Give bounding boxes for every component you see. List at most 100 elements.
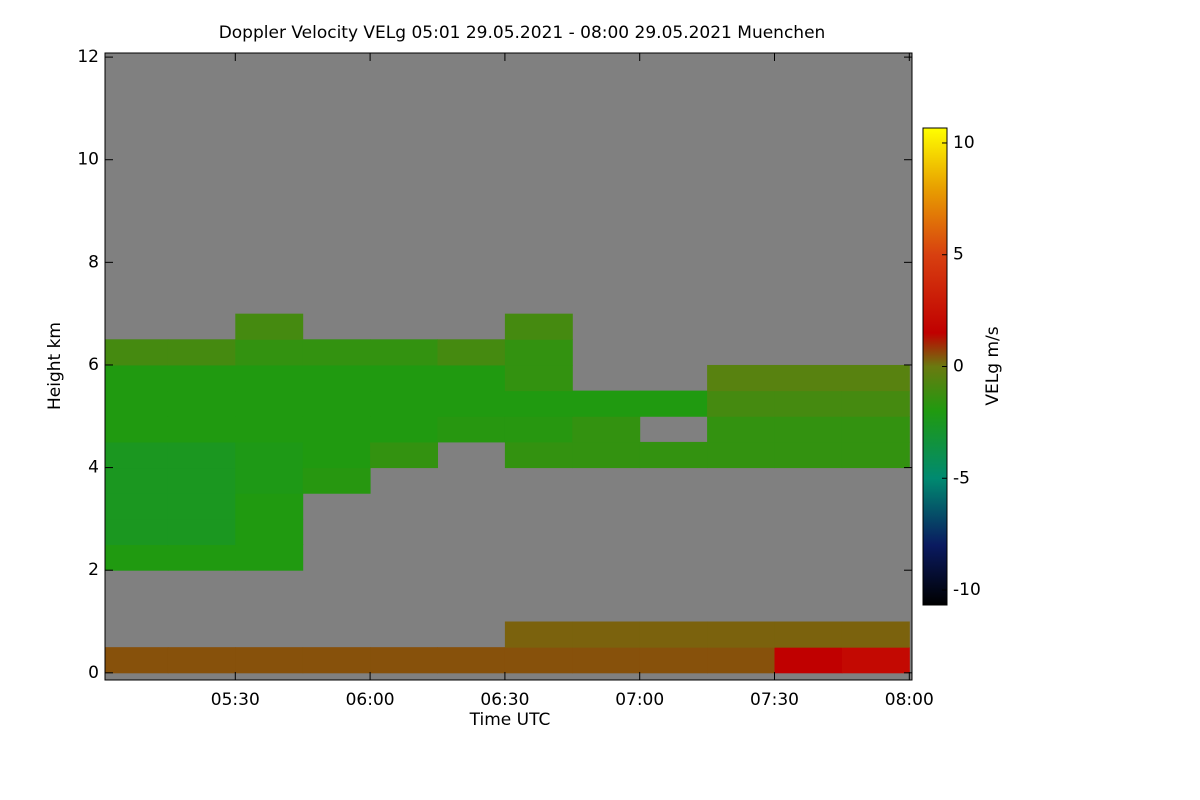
colorbar-tick-label: -5 [953, 468, 970, 488]
heatmap-cell [370, 416, 439, 443]
heatmap-cell [639, 621, 708, 648]
heatmap-cell [167, 339, 236, 366]
heatmap-cell [167, 518, 236, 546]
heatmap-cell [167, 493, 236, 520]
heatmap-cell [437, 647, 506, 674]
heatmap-cell [167, 390, 236, 417]
heatmap-cell [504, 416, 573, 443]
heatmap-cell [235, 493, 304, 520]
colorbar-label: VELg m/s [983, 326, 1003, 405]
heatmap-cell [841, 647, 910, 674]
heatmap-cell [302, 339, 371, 366]
chart-title: Doppler Velocity VELg 05:01 29.05.2021 -… [219, 23, 826, 43]
heatmap-cell [105, 416, 169, 443]
colorbar-tick-label: 10 [953, 133, 975, 153]
heatmap-cell [235, 518, 304, 546]
heatmap-cell [841, 416, 910, 443]
heatmap-cell [707, 390, 776, 417]
heatmap-cell [370, 441, 439, 469]
heatmap-cell [707, 364, 776, 392]
heatmap-cell [504, 621, 573, 648]
heatmap-cell [504, 313, 573, 340]
x-tick-label: 06:30 [480, 690, 529, 710]
colorbar-tick-label: -10 [953, 580, 981, 600]
y-tick-label: 4 [88, 458, 99, 478]
heatmap-cell [235, 339, 304, 366]
heatmap-cell [167, 467, 236, 494]
heatmap [105, 313, 910, 674]
heatmap-cell [105, 441, 169, 469]
y-tick-label: 2 [88, 560, 99, 580]
heatmap-cell [105, 647, 169, 674]
heatmap-cell [167, 647, 236, 674]
heatmap-cell [167, 544, 236, 571]
heatmap-cell [774, 390, 843, 417]
y-tick-label: 10 [77, 150, 99, 170]
y-tick-label: 6 [88, 355, 99, 375]
plot-frame [104, 52, 913, 681]
x-tick-label: 07:00 [615, 690, 664, 710]
heatmap-cell [370, 390, 439, 417]
heatmap-cell [841, 390, 910, 417]
y-tick-label: 0 [88, 663, 99, 683]
heatmap-cell [302, 390, 371, 417]
heatmap-cell [235, 416, 304, 443]
heatmap-cell [774, 441, 843, 469]
heatmap-cell [302, 441, 371, 469]
heatmap-cell [774, 621, 843, 648]
heatmap-cell [707, 621, 776, 648]
heatmap-cell [105, 467, 169, 494]
x-tick-label: 06:00 [346, 690, 395, 710]
heatmap-cell [437, 390, 506, 417]
heatmap-cell [504, 647, 573, 674]
heatmap-cell [370, 647, 439, 674]
heatmap-cell [639, 390, 708, 417]
heatmap-cell [572, 621, 641, 648]
heatmap-cell [105, 390, 169, 417]
heatmap-cell [504, 441, 573, 469]
x-tick-label: 07:30 [750, 690, 799, 710]
heatmap-cell [302, 647, 371, 674]
heatmap-cell [707, 441, 776, 469]
x-tick-label: 08:00 [885, 690, 934, 710]
heatmap-cell [235, 544, 304, 571]
heatmap-cell [437, 339, 506, 366]
heatmap-cell [105, 364, 169, 392]
heatmap-cell [235, 364, 304, 392]
heatmap-cell [774, 647, 843, 674]
y-tick-label: 12 [77, 47, 99, 67]
heatmap-cell [437, 416, 506, 443]
heatmap-cell [572, 390, 641, 417]
colorbar-tick-label: 0 [953, 357, 964, 377]
heatmap-cell [437, 364, 506, 392]
heatmap-cell [167, 441, 236, 469]
heatmap-cell [841, 621, 910, 648]
heatmap-cell [639, 647, 708, 674]
colorbar-tick-label: 5 [953, 245, 964, 265]
heatmap-cell [235, 441, 304, 469]
heatmap-cell [504, 364, 573, 392]
heatmap-cell [572, 441, 641, 469]
y-axis-label: Height km [45, 322, 65, 410]
heatmap-cell [841, 441, 910, 469]
heatmap-cell [774, 364, 843, 392]
heatmap-cell [841, 364, 910, 392]
heatmap-cell [235, 390, 304, 417]
heatmap-cell [105, 518, 169, 546]
heatmap-cell [302, 416, 371, 443]
heatmap-cell [105, 544, 169, 571]
y-tick-label: 8 [88, 252, 99, 272]
heatmap-cell [105, 339, 169, 366]
heatmap-cell [167, 416, 236, 443]
x-axis-label: Time UTC [469, 710, 551, 730]
heatmap-cell [105, 493, 169, 520]
heatmap-cell [302, 467, 371, 494]
heatmap-cell [302, 364, 371, 392]
heatmap-cell [504, 390, 573, 417]
heatmap-cell [235, 647, 304, 674]
heatmap-cell [235, 467, 304, 494]
heatmap-cell [774, 416, 843, 443]
heatmap-cell [572, 416, 641, 443]
x-tick-label: 05:30 [211, 690, 260, 710]
heatmap-cell [167, 364, 236, 392]
